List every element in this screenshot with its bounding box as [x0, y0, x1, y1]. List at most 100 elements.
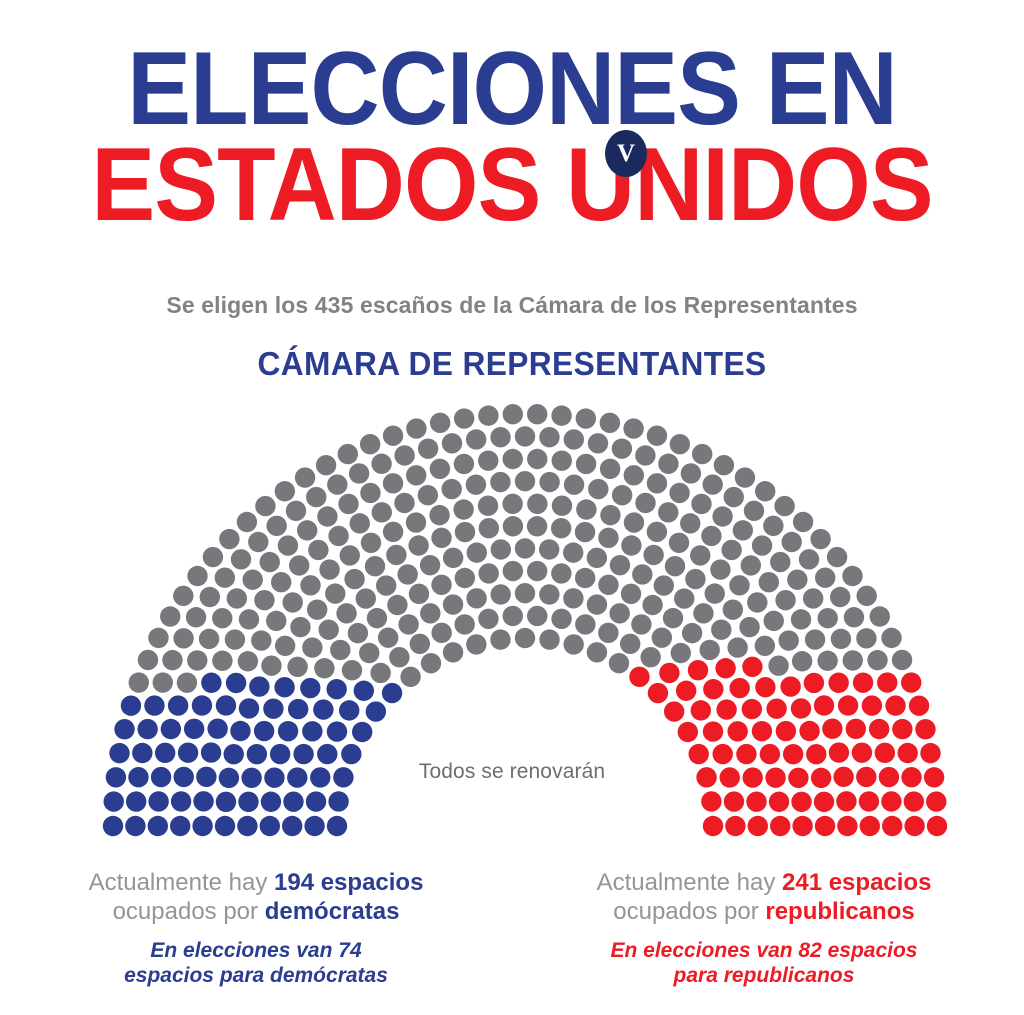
- section-title: CÁMARA DE REPRESENTANTES: [257, 345, 767, 382]
- seat-dot: [859, 815, 880, 837]
- democrat-caption: Actualmente hay 194 espacios ocupados po…: [0, 868, 512, 988]
- seat-dot: [833, 766, 854, 787]
- seat-dot: [836, 791, 857, 812]
- democrat-caption-line-1: Actualmente hay 194 espacios: [18, 868, 494, 897]
- seat-dot: [246, 743, 268, 765]
- seat-dot: [114, 719, 135, 740]
- seat-dot: [253, 720, 275, 742]
- seat-dot: [514, 538, 536, 559]
- seat-dot: [128, 672, 149, 693]
- seat-dot: [238, 791, 259, 813]
- seat-dot: [212, 650, 233, 671]
- hemicycle-chart: [0, 398, 1024, 848]
- seat-dot: [729, 575, 750, 596]
- seat-dot: [429, 458, 451, 479]
- seat-dot: [366, 607, 388, 629]
- seat-dot: [658, 502, 679, 523]
- seat-dot: [837, 815, 858, 837]
- seat-dot: [527, 605, 548, 627]
- seat-dot: [441, 478, 462, 500]
- seat-dot: [287, 656, 308, 677]
- seat-dot: [926, 791, 947, 812]
- seat-dot: [551, 608, 572, 629]
- republican-caption: Actualmente hay 241 espacios ocupados po…: [508, 868, 1020, 988]
- seat-dot: [502, 605, 523, 627]
- seat-dot: [266, 610, 287, 632]
- seat-dot: [230, 720, 251, 742]
- seat-dot: [574, 567, 596, 589]
- seat-dot: [550, 517, 572, 539]
- seat-dot: [371, 502, 392, 523]
- seat-dot: [328, 525, 349, 547]
- seat-dot: [775, 720, 797, 742]
- seat-dot: [702, 721, 724, 742]
- seat-dot: [238, 698, 260, 719]
- democrat-party-label: demócratas: [264, 898, 400, 926]
- seat-dot: [817, 607, 838, 629]
- seat-dot: [177, 742, 199, 763]
- page-title-line-2: ESTADOS UNIDOS: [91, 126, 933, 243]
- seat-dot: [575, 614, 596, 635]
- seat-dot: [490, 629, 511, 650]
- seat-dot: [778, 630, 799, 651]
- seat-dot: [662, 607, 684, 629]
- seat-dot: [712, 743, 733, 765]
- seat-dot: [212, 607, 233, 629]
- seat-dot: [406, 465, 427, 486]
- seat-dot: [105, 767, 127, 788]
- seat-dot: [260, 791, 282, 812]
- seat-dot: [623, 465, 644, 486]
- seat-dot: [125, 815, 146, 837]
- seat-dot: [326, 721, 348, 742]
- seat-dot: [248, 531, 269, 553]
- republican-caption-plain-1: Actualmente hay: [596, 869, 782, 896]
- seat-dot: [431, 527, 452, 549]
- seat-dot: [398, 614, 419, 635]
- seat-dot: [325, 583, 346, 604]
- seat-dot: [861, 695, 883, 716]
- seat-dot: [330, 639, 351, 661]
- seat-dot: [715, 658, 736, 679]
- seat-dot: [721, 539, 742, 561]
- seat-dot: [830, 628, 852, 650]
- seat-dot: [214, 567, 236, 588]
- seat-dot: [868, 718, 890, 740]
- seat-dot: [775, 590, 796, 611]
- seat-dot: [296, 520, 318, 541]
- seat-dot: [490, 539, 512, 560]
- seat-dot: [283, 791, 304, 812]
- seat-dot: [176, 672, 198, 693]
- seat-dot: [701, 791, 722, 812]
- seat-dot: [725, 815, 746, 837]
- seat-dot: [787, 569, 808, 590]
- seat-dot: [526, 516, 548, 537]
- seat-dot: [712, 506, 733, 527]
- seat-dot: [751, 535, 773, 556]
- seat-dot: [845, 718, 867, 740]
- seat-dot: [420, 603, 441, 624]
- seat-dot: [454, 521, 476, 543]
- seat-dot: [274, 481, 296, 502]
- captions-row: Actualmente hay 194 espacios ocupados po…: [0, 868, 1024, 988]
- seat-dot: [527, 403, 548, 425]
- seat-dot: [327, 474, 348, 495]
- seat-dot: [877, 672, 898, 693]
- seat-dot: [629, 666, 650, 688]
- seat-dot: [901, 766, 922, 788]
- seat-dot: [282, 592, 303, 613]
- seat-dot: [768, 655, 789, 676]
- seat-dot: [588, 478, 609, 500]
- seat-dot: [302, 721, 323, 742]
- seat-dot: [339, 545, 360, 566]
- seat-dot: [747, 592, 768, 613]
- seat-dot: [539, 629, 560, 650]
- seat-dot: [586, 547, 608, 569]
- seat-dot: [152, 672, 173, 693]
- seat-dot: [754, 481, 776, 502]
- seat-dot: [782, 743, 804, 765]
- seat-dot: [317, 743, 338, 765]
- seat-dot: [223, 744, 244, 765]
- seat-dot: [192, 815, 213, 837]
- seat-dot: [431, 622, 452, 644]
- seat-dot: [810, 528, 831, 550]
